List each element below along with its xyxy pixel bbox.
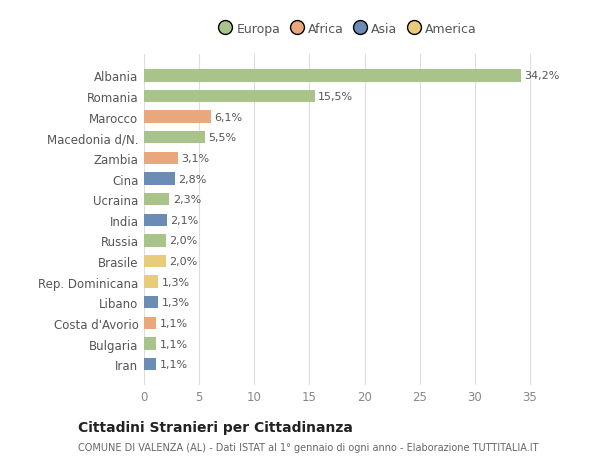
Text: 1,1%: 1,1%	[160, 318, 188, 328]
Bar	[144, 358, 156, 370]
Bar	[144, 152, 178, 165]
Text: 1,3%: 1,3%	[161, 277, 190, 287]
Text: 15,5%: 15,5%	[318, 92, 353, 102]
Bar	[144, 111, 211, 123]
Bar	[144, 194, 169, 206]
Bar	[144, 297, 158, 309]
Bar	[144, 317, 156, 330]
Legend: Europa, Africa, Asia, America: Europa, Africa, Asia, America	[214, 18, 482, 41]
Text: 5,5%: 5,5%	[208, 133, 236, 143]
Bar	[144, 132, 205, 144]
Bar	[144, 214, 167, 226]
Text: Cittadini Stranieri per Cittadinanza: Cittadini Stranieri per Cittadinanza	[78, 420, 353, 434]
Text: 2,1%: 2,1%	[170, 215, 199, 225]
Text: 1,3%: 1,3%	[161, 297, 190, 308]
Bar	[144, 70, 521, 83]
Bar	[144, 91, 315, 103]
Text: 1,1%: 1,1%	[160, 339, 188, 349]
Text: 34,2%: 34,2%	[524, 71, 560, 81]
Bar	[144, 255, 166, 268]
Text: 6,1%: 6,1%	[215, 112, 242, 123]
Bar	[144, 338, 156, 350]
Text: 3,1%: 3,1%	[181, 154, 209, 163]
Bar	[144, 235, 166, 247]
Text: COMUNE DI VALENZA (AL) - Dati ISTAT al 1° gennaio di ogni anno - Elaborazione TU: COMUNE DI VALENZA (AL) - Dati ISTAT al 1…	[78, 442, 539, 452]
Bar	[144, 173, 175, 185]
Text: 2,3%: 2,3%	[173, 195, 201, 205]
Bar	[144, 276, 158, 288]
Text: 2,0%: 2,0%	[169, 236, 197, 246]
Text: 2,8%: 2,8%	[178, 174, 206, 184]
Text: 2,0%: 2,0%	[169, 257, 197, 267]
Text: 1,1%: 1,1%	[160, 359, 188, 369]
